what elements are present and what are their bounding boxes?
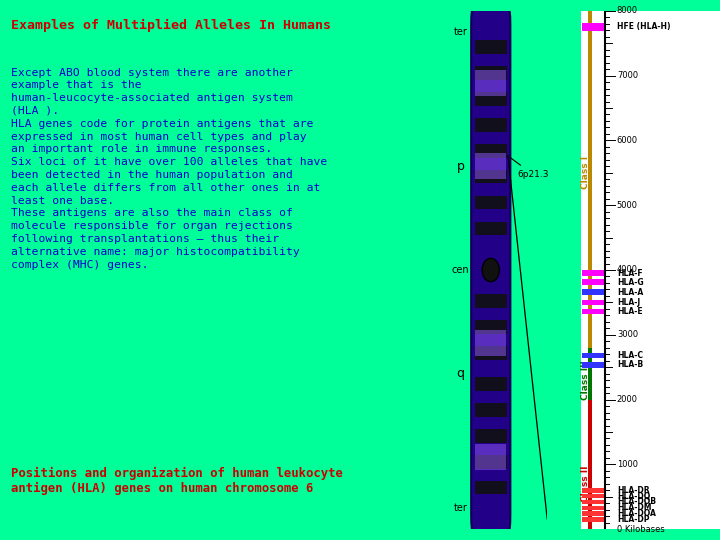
Bar [582,517,603,522]
Text: 7000: 7000 [617,71,638,80]
Bar [474,196,507,210]
Text: HLA-A: HLA-A [617,287,643,296]
Bar [474,92,507,106]
Bar [474,144,507,158]
Bar [475,70,506,96]
Text: 4000: 4000 [617,266,638,274]
Text: HLA-DP: HLA-DP [617,515,649,524]
Text: 6p21.3: 6p21.3 [510,158,549,179]
Bar [475,329,506,355]
Bar [582,362,603,368]
Bar [582,494,603,498]
Bar [474,403,507,417]
Text: Examples of Multiplied Alleles In Humans: Examples of Multiplied Alleles In Humans [11,19,330,32]
Bar [582,500,603,504]
Bar [582,300,603,305]
Text: HLA-C: HLA-C [617,351,643,360]
Text: 1000: 1000 [617,460,638,469]
Bar [474,455,507,469]
Bar [588,4,592,348]
Bar [474,66,507,80]
Text: HFE (HLA-H): HFE (HLA-H) [617,23,670,31]
Text: 2000: 2000 [617,395,638,404]
Bar [582,353,603,359]
Text: HLA-DOA: HLA-DOA [617,509,656,518]
Bar [474,118,507,132]
Text: Positions and organization of human leukocyte
antigen (HLA) genes on human chrom: Positions and organization of human leuk… [11,467,343,495]
Bar [582,511,603,516]
Bar [474,40,507,54]
Bar [475,153,506,179]
Bar [474,320,507,334]
Text: HLA-G: HLA-G [617,278,644,287]
Bar [474,429,507,443]
Bar [582,488,603,492]
Text: HLA-E: HLA-E [617,307,642,316]
Text: 6000: 6000 [617,136,638,145]
Text: p: p [456,160,464,173]
Text: ter: ter [454,26,467,37]
Bar [582,271,603,276]
Bar [580,8,720,532]
Bar [582,279,603,285]
Bar [582,505,603,510]
Bar [582,309,603,314]
Bar [475,444,506,470]
Text: ter: ter [454,503,467,514]
Text: Except ABO blood system there are another
example that is the
human-leucocyte-as: Except ABO blood system there are anothe… [11,68,327,269]
Text: 3000: 3000 [617,330,638,339]
Bar [582,23,603,31]
Bar [474,346,507,360]
Bar [588,348,592,400]
Text: HLA-F: HLA-F [617,269,642,278]
FancyBboxPatch shape [471,5,510,535]
Text: cen: cen [451,265,469,275]
Text: HLA-DM: HLA-DM [617,503,652,512]
Text: 5000: 5000 [617,201,638,210]
Bar [588,400,592,529]
Ellipse shape [482,258,500,282]
Text: HLA-DOB: HLA-DOB [617,497,656,507]
Bar [474,170,507,184]
Text: Class III: Class III [580,360,590,400]
Text: HLA-J: HLA-J [617,298,640,307]
Text: HLA-B: HLA-B [617,360,643,369]
Text: Class II: Class II [580,465,590,502]
Text: HLA-DQ: HLA-DQ [617,491,650,501]
Text: HLA-DR: HLA-DR [617,486,649,495]
Text: 8000: 8000 [617,6,638,15]
Bar [474,481,507,495]
Text: q: q [456,367,464,380]
Bar [474,377,507,391]
Text: 0 Kilobases: 0 Kilobases [617,525,665,534]
Bar [474,294,507,308]
Text: Class I: Class I [580,156,590,190]
Bar [474,222,507,235]
Bar [582,289,603,295]
